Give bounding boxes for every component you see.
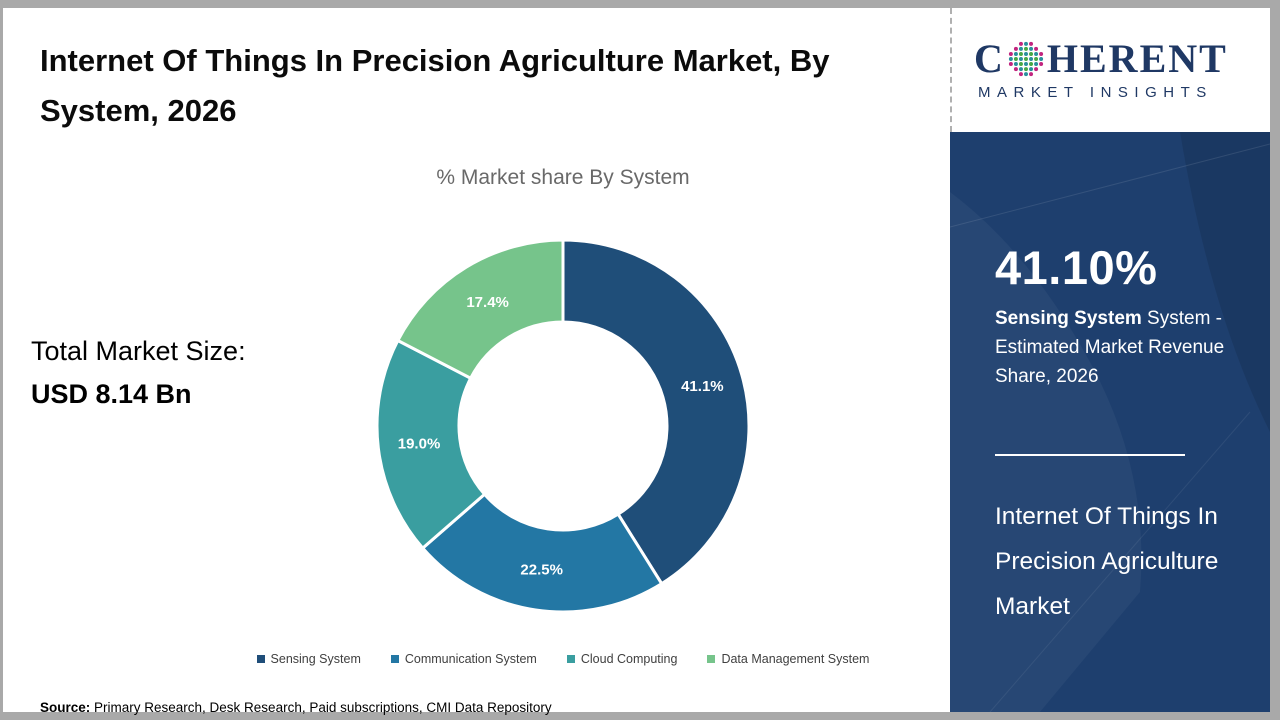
panel-market-name: Internet Of Things In Precision Agricult… [995, 503, 1219, 620]
main-area: Internet Of Things In Precision Agricult… [3, 8, 950, 715]
stat-description-rest: System - Estimated Market Revenue Share,… [995, 308, 1225, 387]
legend-item-data-management-system[interactable]: Data Management System [707, 652, 869, 666]
donut-label-communication-system: 22.5% [520, 561, 563, 578]
legend-swatch-icon [256, 655, 265, 663]
donut-segment-communication-system[interactable] [420, 492, 664, 614]
total-market-value: USD 8.14 Bn [31, 379, 192, 410]
brand-letters-rest: HERENT [1046, 36, 1228, 81]
donut-chart: 41.1% 22.5% 19.0% 17.4% [375, 238, 751, 614]
info-panel: 41.10% Sensing System System - Estimated… [950, 132, 1270, 712]
donut-segment-sensing-system[interactable] [561, 238, 751, 586]
page-title: Internet Of Things In Precision Agricult… [40, 43, 830, 129]
legend-swatch-icon [566, 655, 575, 663]
brand-logo: C HERENT MARKET INSIGHTS [950, 8, 1270, 132]
source-line: Source: Primary Research, Desk Research,… [40, 700, 552, 715]
legend-label: Data Management System [721, 652, 870, 666]
total-market-label: Total Market Size: [31, 336, 246, 366]
world-map-texture [950, 132, 1270, 712]
legend-swatch-icon [390, 655, 399, 663]
legend-label: Cloud Computing [580, 652, 678, 666]
right-column: C HERENT MARKET INSIGHTS 41.10% Sensing … [950, 8, 1270, 712]
legend-label: Sensing System [270, 652, 361, 666]
donut-label-sensing-system: 41.1% [681, 378, 724, 395]
chart-legend: Sensing System Communication System Cloud … [123, 652, 1003, 666]
stat-value: 41.10% [995, 241, 1158, 294]
stat-segment-name: Sensing System [995, 308, 1142, 329]
brand-tagline: MARKET INSIGHTS [978, 84, 1213, 101]
donut-segment-data-management-system[interactable] [395, 238, 565, 381]
donut-segment-cloud-computing[interactable] [375, 338, 487, 551]
donut-label-cloud-computing: 19.0% [398, 435, 441, 452]
legend-item-communication-system[interactable]: Communication System [390, 652, 537, 666]
source-text: Primary Research, Desk Research, Paid su… [90, 700, 552, 715]
donut-label-data-management-system: 17.4% [466, 294, 509, 311]
source-label: Source: [40, 700, 91, 715]
stat-description: Sensing System System - Estimated Market… [995, 304, 1240, 391]
legend-label: Communication System [404, 652, 537, 666]
chart-subtitle: % Market share By System [436, 166, 690, 189]
brand-globe-icon [1008, 41, 1043, 77]
panel-divider [995, 454, 1185, 456]
brand-name: C HERENT [974, 39, 1270, 79]
legend-swatch-icon [707, 655, 716, 663]
legend-item-sensing-system[interactable]: Sensing System [256, 652, 361, 666]
total-market-size: Total Market Size: USD 8.14 Bn [31, 330, 246, 416]
brand-letter-c: C [974, 36, 1005, 81]
legend-item-cloud-computing[interactable]: Cloud Computing [566, 652, 678, 666]
